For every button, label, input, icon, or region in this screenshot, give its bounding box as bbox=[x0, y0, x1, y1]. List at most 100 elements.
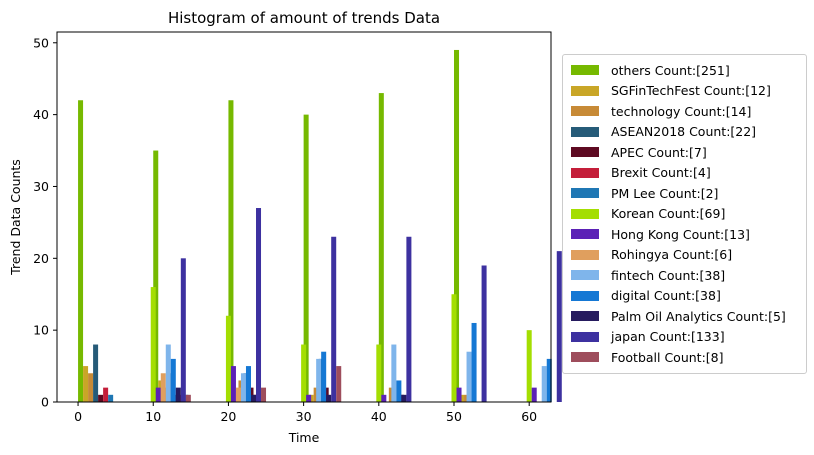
bar bbox=[321, 351, 327, 402]
bar bbox=[165, 344, 171, 402]
x-axis-ticks: 0 10 20 30 40 50 60 bbox=[74, 402, 537, 424]
legend-item: PM Lee Count:[2] bbox=[571, 183, 800, 204]
bar bbox=[83, 366, 89, 402]
bar bbox=[391, 344, 397, 402]
bar bbox=[235, 387, 241, 402]
bar bbox=[98, 394, 104, 402]
bar bbox=[93, 344, 99, 402]
bar bbox=[261, 387, 267, 402]
bar bbox=[381, 394, 387, 402]
legend-swatch bbox=[571, 167, 599, 178]
legend-item: others Count:[251] bbox=[571, 60, 800, 81]
legend-swatch bbox=[571, 126, 599, 137]
legend-label: Hong Kong Count:[13] bbox=[611, 226, 750, 242]
legend-label: Brexit Count:[4] bbox=[611, 165, 711, 181]
bar bbox=[170, 358, 176, 402]
bar bbox=[160, 373, 166, 402]
legend-label: Palm Oil Analytics Count:[5] bbox=[611, 308, 786, 324]
bars-group bbox=[78, 49, 562, 402]
legend-label: technology Count:[14] bbox=[611, 103, 752, 119]
legend-label: APEC Count:[7] bbox=[611, 144, 707, 160]
bar bbox=[180, 258, 186, 402]
bar bbox=[454, 49, 460, 402]
y-tick-label: 40 bbox=[33, 107, 49, 122]
legend-item: Hong Kong Count:[13] bbox=[571, 224, 800, 245]
bar bbox=[108, 394, 114, 402]
legend-label: PM Lee Count:[2] bbox=[611, 185, 719, 201]
y-axis-label: Trend Data Counts bbox=[8, 159, 23, 276]
legend-item: technology Count:[14] bbox=[571, 101, 800, 122]
bar bbox=[175, 387, 181, 402]
y-axis-ticks: 0 10 20 30 40 50 bbox=[33, 35, 57, 410]
bar bbox=[150, 287, 156, 402]
legend-item: Rohingya Count:[6] bbox=[571, 245, 800, 266]
bar bbox=[303, 114, 309, 402]
bar bbox=[153, 150, 159, 402]
legend-item: digital Count:[38] bbox=[571, 286, 800, 307]
bar bbox=[316, 358, 322, 402]
bar bbox=[406, 236, 412, 402]
bar bbox=[378, 93, 384, 402]
bar bbox=[228, 100, 234, 402]
bar bbox=[245, 366, 251, 402]
legend-swatch bbox=[571, 85, 599, 96]
bar bbox=[541, 366, 547, 402]
legend-label: others Count:[251] bbox=[611, 62, 730, 78]
legend-item: SGFinTechFest Count:[12] bbox=[571, 81, 800, 102]
legend-item: ASEAN2018 Count:[22] bbox=[571, 122, 800, 143]
x-tick-label: 60 bbox=[521, 409, 537, 424]
legend-swatch bbox=[571, 106, 599, 117]
legend-swatch bbox=[571, 208, 599, 219]
legend-swatch bbox=[571, 331, 599, 342]
legend-item: Korean Count:[69] bbox=[571, 204, 800, 225]
bar bbox=[225, 315, 231, 402]
legend-label: fintech Count:[38] bbox=[611, 267, 726, 283]
legend-label: Football Count:[8] bbox=[611, 349, 724, 365]
legend-swatch bbox=[571, 147, 599, 158]
legend-label: ASEAN2018 Count:[22] bbox=[611, 124, 757, 140]
legend-item: fintech Count:[38] bbox=[571, 265, 800, 286]
legend-item: Brexit Count:[4] bbox=[571, 163, 800, 184]
bar bbox=[336, 366, 342, 402]
bar bbox=[88, 373, 94, 402]
x-tick-label: 0 bbox=[74, 409, 82, 424]
bar bbox=[456, 387, 462, 402]
bar bbox=[313, 387, 319, 402]
bar bbox=[531, 387, 537, 402]
bar bbox=[451, 294, 457, 402]
bar bbox=[471, 322, 477, 402]
bar bbox=[155, 387, 161, 402]
legend-item: Football Count:[8] bbox=[571, 347, 800, 368]
legend-swatch bbox=[571, 65, 599, 76]
bar bbox=[481, 265, 487, 402]
y-tick-label: 50 bbox=[33, 35, 49, 50]
legend-swatch bbox=[571, 311, 599, 322]
y-tick-label: 30 bbox=[33, 179, 49, 194]
legend-item: APEC Count:[7] bbox=[571, 142, 800, 163]
bar bbox=[103, 387, 109, 402]
legend-label: japan Count:[133] bbox=[611, 329, 725, 345]
legend: others Count:[251] SGFinTechFest Count:[1… bbox=[562, 54, 807, 374]
bar bbox=[546, 358, 552, 402]
x-tick-label: 50 bbox=[446, 409, 462, 424]
legend-swatch bbox=[571, 188, 599, 199]
chart-title: Histogram of amount of trends Data bbox=[168, 9, 440, 27]
bar bbox=[464, 394, 470, 402]
bar bbox=[466, 351, 472, 402]
legend-swatch bbox=[571, 229, 599, 240]
bar bbox=[256, 208, 262, 402]
bar bbox=[306, 394, 312, 402]
x-tick-label: 10 bbox=[145, 409, 161, 424]
bar bbox=[396, 380, 402, 402]
x-tick-label: 30 bbox=[296, 409, 312, 424]
bar bbox=[556, 251, 562, 402]
bar bbox=[401, 394, 407, 402]
legend-item: japan Count:[133] bbox=[571, 327, 800, 348]
legend-swatch bbox=[571, 270, 599, 281]
y-tick-label: 10 bbox=[33, 323, 49, 338]
legend-item: Palm Oil Analytics Count:[5] bbox=[571, 306, 800, 327]
bar bbox=[326, 394, 332, 402]
bar bbox=[331, 236, 337, 402]
legend-label: SGFinTechFest Count:[12] bbox=[611, 83, 771, 99]
